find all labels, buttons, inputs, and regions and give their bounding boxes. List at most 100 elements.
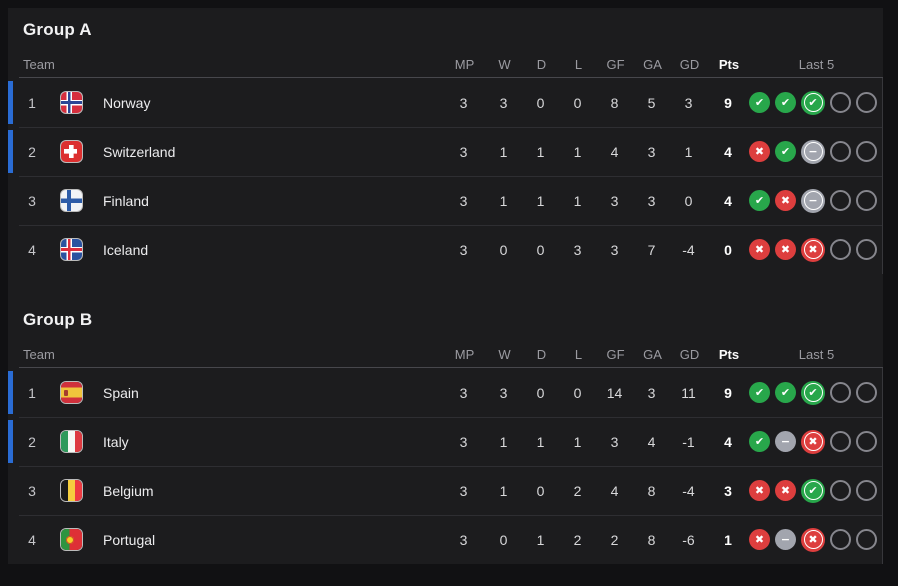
form-loss-icon[interactable]: ✖ xyxy=(775,239,796,260)
header-w: W xyxy=(498,57,511,72)
form-draw-icon[interactable]: − xyxy=(801,188,825,213)
stat-w: 3 xyxy=(499,94,508,111)
stat-d: 1 xyxy=(536,143,545,160)
form-win-icon[interactable]: ✔ xyxy=(801,478,825,503)
stat-mp: 3 xyxy=(459,384,468,401)
form-none-icon xyxy=(830,480,851,501)
table-row-belgium[interactable]: 3 Belgium 3 1 0 2 4 8 -4 3 ✖ ✖ ✔ xyxy=(8,466,882,515)
table-row-switzerland[interactable]: 2 Switzerland 3 1 1 1 4 3 1 4 ✖ ✔ − xyxy=(8,127,882,176)
form-win-icon[interactable]: ✔ xyxy=(749,431,770,452)
form-none-icon xyxy=(856,239,877,260)
team-name[interactable]: Spain xyxy=(103,384,139,401)
form-win-icon[interactable]: ✔ xyxy=(775,141,796,162)
header-mp: MP xyxy=(454,347,475,362)
stat-ga: 7 xyxy=(647,241,656,258)
form-win-icon[interactable]: ✔ xyxy=(749,190,770,211)
belgium-flag-icon xyxy=(60,480,82,501)
form-loss-icon[interactable]: ✖ xyxy=(749,529,770,550)
stat-d: 0 xyxy=(536,94,545,111)
form-draw-icon[interactable]: − xyxy=(775,431,796,452)
flag-cell xyxy=(56,190,86,211)
form-none-icon xyxy=(830,529,851,550)
team-name[interactable]: Norway xyxy=(103,94,151,111)
stat-pts: 1 xyxy=(724,531,732,548)
form-loss-icon[interactable]: ✖ xyxy=(775,190,796,211)
stat-pts: 9 xyxy=(724,384,732,401)
flag-cell xyxy=(56,239,86,260)
form-loss-icon[interactable]: ✖ xyxy=(749,141,770,162)
rank-number: 4 xyxy=(28,241,36,258)
form-win-icon[interactable]: ✔ xyxy=(775,92,796,113)
stat-d: 0 xyxy=(536,482,545,499)
table-row-finland[interactable]: 3 Finland 3 1 1 1 3 3 0 4 ✔ ✖ − xyxy=(8,176,882,225)
stat-w: 1 xyxy=(499,433,508,450)
rank-number: 4 xyxy=(28,531,36,548)
stat-mp: 3 xyxy=(459,94,468,111)
form-loss-icon[interactable]: ✖ xyxy=(801,527,825,552)
table-row-italy[interactable]: 2 Italy 3 1 1 1 3 4 -1 4 ✔ − ✖ xyxy=(8,417,882,466)
team-name[interactable]: Finland xyxy=(103,192,149,209)
last5-form: ✖ − ✖ xyxy=(749,527,882,552)
header-d: D xyxy=(536,57,547,72)
qualification-bar xyxy=(8,81,13,124)
flag-cell xyxy=(56,480,86,501)
form-draw-icon[interactable]: − xyxy=(801,139,825,164)
group-a-section: Group A Team MP W D L GF GA GD Pts Last … xyxy=(8,8,883,274)
table-row-iceland[interactable]: 4 Iceland 3 0 0 3 3 7 -4 0 ✖ ✖ ✖ xyxy=(8,225,882,274)
stat-gf: 4 xyxy=(610,482,619,499)
rank-number: 3 xyxy=(28,482,36,499)
team-name[interactable]: Portugal xyxy=(103,531,156,548)
stat-w: 1 xyxy=(499,143,508,160)
stat-d: 0 xyxy=(536,384,545,401)
form-none-icon xyxy=(856,431,877,452)
stat-d: 1 xyxy=(536,192,545,209)
form-loss-icon[interactable]: ✖ xyxy=(749,480,770,501)
stat-gf: 3 xyxy=(610,192,619,209)
stat-w: 3 xyxy=(499,384,508,401)
rank-number: 1 xyxy=(28,384,36,401)
header-last5: Last 5 xyxy=(798,347,835,362)
form-loss-icon[interactable]: ✖ xyxy=(749,239,770,260)
stat-gd: 0 xyxy=(684,192,693,209)
header-l: L xyxy=(574,347,583,362)
stat-l: 1 xyxy=(573,143,582,160)
header-team: Team xyxy=(23,347,55,362)
qualification-bar xyxy=(8,420,13,463)
header-gf: GF xyxy=(606,347,625,362)
stat-pts: 4 xyxy=(724,433,732,450)
team-name[interactable]: Switzerland xyxy=(103,143,176,160)
table-row-spain[interactable]: 1 Spain 3 3 0 0 14 3 11 9 ✔ ✔ ✔ xyxy=(8,368,882,417)
stat-mp: 3 xyxy=(459,433,468,450)
stat-gf: 8 xyxy=(610,94,619,111)
stat-l: 2 xyxy=(573,531,582,548)
stat-ga: 3 xyxy=(647,192,656,209)
last5-form: ✖ ✖ ✖ xyxy=(749,237,882,262)
form-win-icon[interactable]: ✔ xyxy=(775,382,796,403)
stat-mp: 3 xyxy=(459,192,468,209)
team-name[interactable]: Iceland xyxy=(103,241,149,258)
last5-form: ✔ ✖ − xyxy=(749,188,882,213)
form-win-icon[interactable]: ✔ xyxy=(801,90,825,115)
form-win-icon[interactable]: ✔ xyxy=(749,92,770,113)
iceland-flag-icon xyxy=(60,239,82,260)
header-d: D xyxy=(536,347,547,362)
stat-ga: 5 xyxy=(647,94,656,111)
form-win-icon[interactable]: ✔ xyxy=(801,380,825,405)
form-loss-icon[interactable]: ✖ xyxy=(775,480,796,501)
stat-ga: 8 xyxy=(647,482,656,499)
form-none-icon xyxy=(830,382,851,403)
table-row-portugal[interactable]: 4 Portugal 3 0 1 2 2 8 -6 1 ✖ − ✖ xyxy=(8,515,882,564)
form-win-icon[interactable]: ✔ xyxy=(749,382,770,403)
table-row-norway[interactable]: 1 Norway 3 3 0 0 8 5 3 9 ✔ ✔ ✔ xyxy=(8,78,882,127)
stat-gf: 4 xyxy=(610,143,619,160)
stat-l: 0 xyxy=(573,94,582,111)
team-name[interactable]: Italy xyxy=(103,433,129,450)
form-none-icon xyxy=(830,239,851,260)
team-name[interactable]: Belgium xyxy=(103,482,154,499)
form-loss-icon[interactable]: ✖ xyxy=(801,237,825,262)
form-draw-icon[interactable]: − xyxy=(775,529,796,550)
form-none-icon xyxy=(830,92,851,113)
form-none-icon xyxy=(856,141,877,162)
form-loss-icon[interactable]: ✖ xyxy=(801,429,825,454)
flag-cell xyxy=(56,431,86,452)
